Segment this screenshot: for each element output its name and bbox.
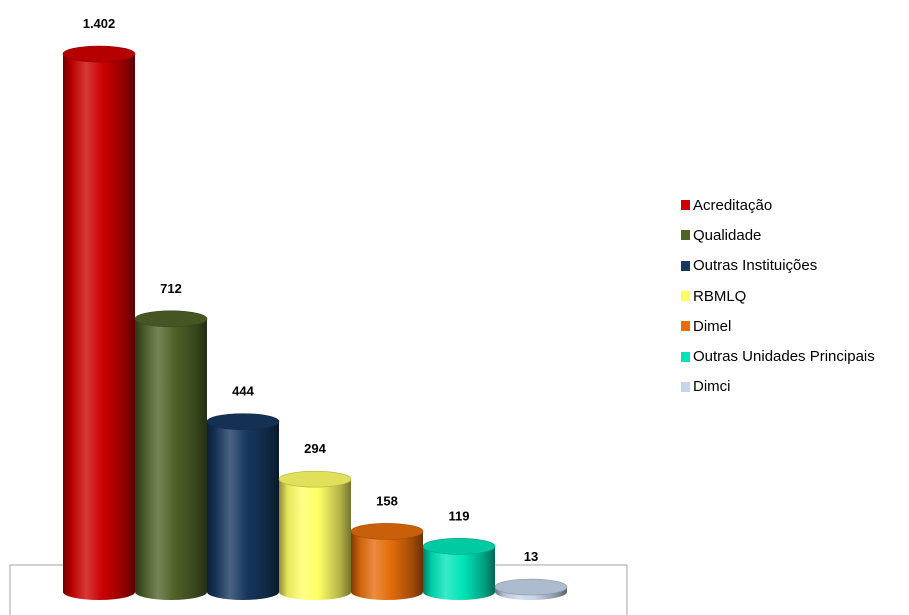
- bar-1: [62, 45, 136, 600]
- bar-2: [134, 310, 208, 600]
- bar-body: [351, 531, 423, 600]
- bar-top: [494, 578, 568, 596]
- value-label: 13: [524, 549, 538, 564]
- legend-swatch: [681, 321, 690, 332]
- bar-6: [422, 538, 496, 600]
- bar-7: [494, 578, 568, 600]
- legend-label: Outras Instituições: [693, 257, 818, 275]
- legend-swatch: [681, 351, 690, 362]
- bar-top: [206, 413, 280, 430]
- bar-body: [423, 546, 495, 600]
- bar-3: [206, 413, 280, 600]
- legend-label: Outras Unidades Principais: [693, 348, 875, 366]
- legend-item: RBMLQ: [681, 281, 875, 311]
- bar-top: [62, 45, 136, 63]
- value-label: 294: [304, 441, 326, 456]
- value-label: 444: [232, 384, 254, 399]
- legend-item: Acreditação: [681, 190, 875, 220]
- bar-body: [63, 54, 135, 600]
- bar-4: [278, 470, 352, 600]
- bar-body: [279, 479, 351, 600]
- legend-label: Acreditação: [693, 196, 773, 214]
- bar-top: [350, 523, 424, 540]
- legend-swatch: [681, 291, 690, 302]
- legend-label: RBMLQ: [693, 287, 747, 305]
- value-label: 119: [449, 508, 470, 523]
- legend-item: Outras Unidades Principais: [681, 341, 875, 371]
- bar-top: [278, 470, 352, 488]
- value-label: 1.402: [83, 16, 116, 31]
- legend-swatch: [681, 381, 690, 392]
- bar-5: [350, 523, 424, 600]
- value-label: 712: [160, 281, 182, 296]
- legend-item: Dimel: [681, 311, 875, 341]
- value-label: 158: [376, 493, 398, 508]
- bar-body: [495, 587, 567, 600]
- bar-top: [134, 310, 208, 328]
- value-labels-group: 1.402 712 444 294 158 119 13: [83, 16, 539, 564]
- legend-item: Outras Instituições: [681, 251, 875, 281]
- bars-group: [62, 45, 568, 600]
- legend-swatch: [681, 230, 690, 241]
- bar-body: [207, 421, 279, 600]
- bar-body: [135, 318, 207, 600]
- legend: Acreditação Qualidade Outras Instituições R…: [681, 190, 875, 402]
- legend-label: Dimel: [693, 317, 732, 335]
- legend-item: Dimci: [681, 372, 875, 402]
- legend-label: Qualidade: [693, 226, 762, 244]
- legend-swatch: [681, 200, 690, 211]
- legend-label: Dimci: [693, 378, 731, 396]
- legend-item: Qualidade: [681, 220, 875, 250]
- legend-swatch: [681, 260, 690, 271]
- bar-top: [422, 538, 496, 555]
